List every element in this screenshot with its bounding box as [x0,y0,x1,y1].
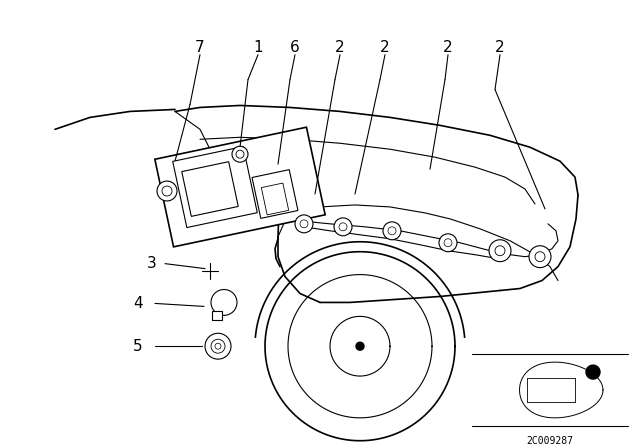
Circle shape [388,227,396,235]
Circle shape [444,239,452,247]
Circle shape [535,252,545,262]
Text: 2: 2 [335,40,345,55]
Circle shape [211,339,225,353]
Circle shape [439,234,457,252]
Circle shape [356,342,364,350]
Polygon shape [173,146,257,228]
Text: 5: 5 [133,339,143,354]
Circle shape [205,333,231,359]
Circle shape [157,181,177,201]
Circle shape [295,215,313,233]
Polygon shape [155,127,325,247]
Circle shape [232,146,248,162]
Circle shape [300,220,308,228]
Circle shape [215,343,221,349]
Text: 2: 2 [380,40,390,55]
Circle shape [529,246,551,267]
Polygon shape [212,311,222,320]
Text: 3: 3 [147,256,157,271]
Polygon shape [252,170,298,218]
Circle shape [334,218,352,236]
Circle shape [162,186,172,196]
Circle shape [495,246,505,256]
Text: 1: 1 [253,40,263,55]
Circle shape [339,223,347,231]
Circle shape [383,222,401,240]
Polygon shape [182,162,238,216]
Circle shape [211,289,237,315]
Text: 2C009287: 2C009287 [527,436,573,446]
Text: 6: 6 [290,40,300,55]
Text: 2: 2 [443,40,453,55]
Circle shape [489,240,511,262]
Text: 2: 2 [495,40,505,55]
Polygon shape [261,183,289,215]
Text: 4: 4 [133,296,143,311]
Circle shape [586,365,600,379]
Circle shape [236,150,244,158]
Text: 7: 7 [195,40,205,55]
